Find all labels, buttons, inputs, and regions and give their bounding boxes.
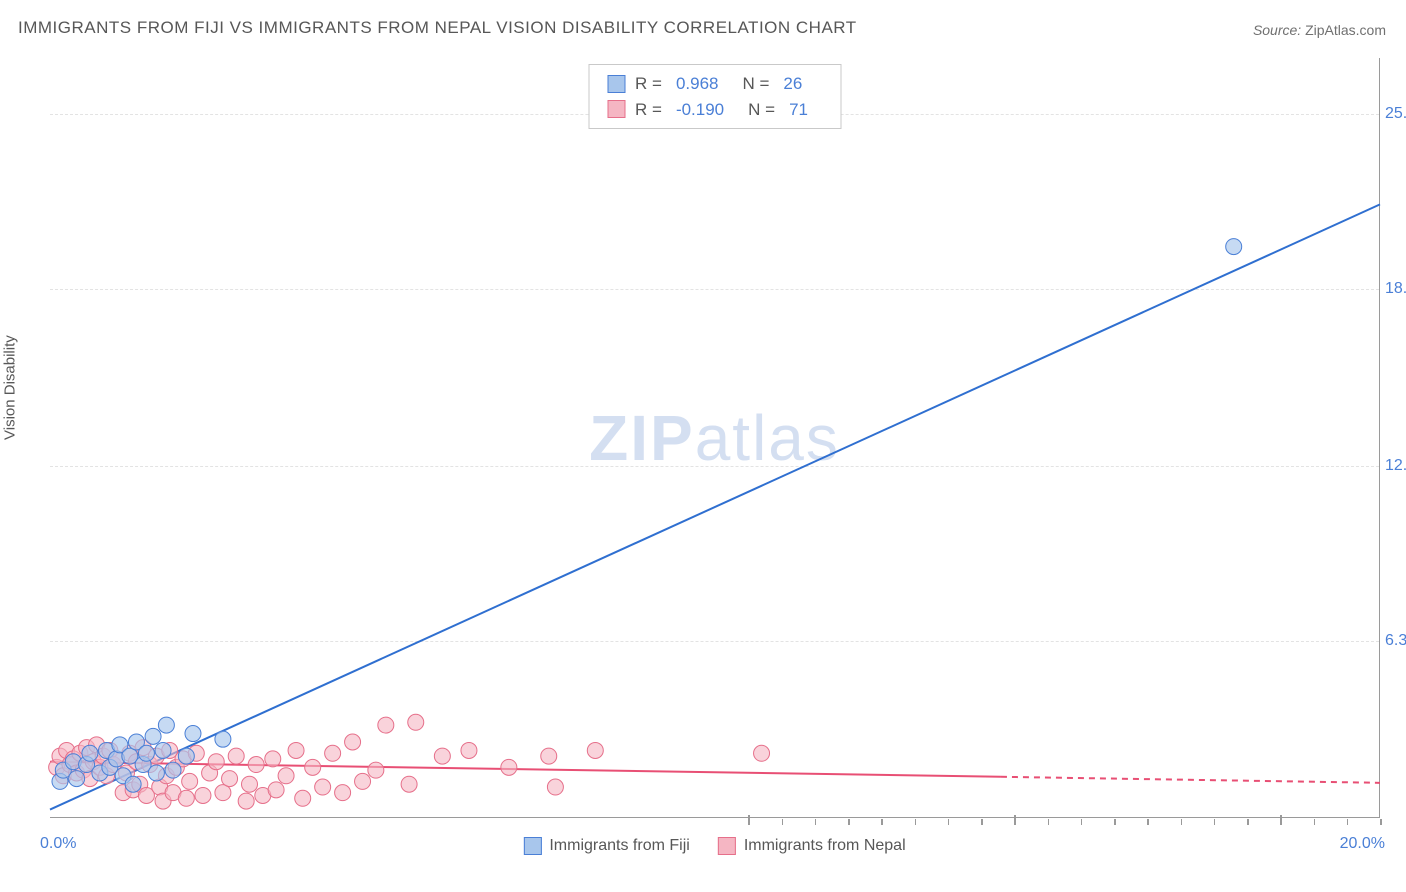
legend-item-nepal: Immigrants from Nepal	[718, 837, 906, 855]
chart-title: IMMIGRANTS FROM FIJI VS IMMIGRANTS FROM …	[18, 18, 857, 38]
point-nepal	[754, 745, 770, 761]
point-fiji	[148, 765, 164, 781]
legend-label-fiji: Immigrants from Fiji	[549, 837, 689, 855]
point-nepal	[228, 748, 244, 764]
point-fiji	[215, 731, 231, 747]
stat-r-label: R =	[635, 71, 662, 97]
point-fiji	[185, 726, 201, 742]
point-nepal	[501, 759, 517, 775]
stat-n-label: N =	[742, 71, 769, 97]
point-nepal	[305, 759, 321, 775]
stat-n-nepal: 71	[789, 97, 808, 123]
swatch-fiji	[607, 75, 625, 93]
stat-n-label: N =	[748, 97, 775, 123]
point-nepal	[182, 773, 198, 789]
point-nepal	[434, 748, 450, 764]
point-nepal	[408, 714, 424, 730]
point-fiji	[145, 728, 161, 744]
y-axis-label: Vision Disability	[2, 335, 19, 440]
point-fiji	[125, 776, 141, 792]
point-nepal	[178, 790, 194, 806]
point-nepal	[208, 754, 224, 770]
legend-item-fiji: Immigrants from Fiji	[523, 837, 689, 855]
point-nepal	[345, 734, 361, 750]
swatch-nepal-icon	[718, 837, 736, 855]
point-fiji	[1226, 239, 1242, 255]
series-legend: Immigrants from Fiji Immigrants from Nep…	[523, 837, 905, 855]
point-nepal	[242, 776, 258, 792]
point-nepal	[268, 782, 284, 798]
point-nepal	[335, 785, 351, 801]
point-nepal	[295, 790, 311, 806]
y-tick-label: 18.8%	[1385, 280, 1406, 298]
point-nepal	[401, 776, 417, 792]
source-label: Source:	[1253, 22, 1301, 38]
trendline-dashed-nepal	[1001, 777, 1380, 783]
point-nepal	[265, 751, 281, 767]
point-fiji	[69, 771, 85, 787]
point-nepal	[288, 742, 304, 758]
y-tick-label: 25.0%	[1385, 105, 1406, 123]
point-nepal	[541, 748, 557, 764]
stats-legend: R = 0.968 N = 26 R = -0.190 N = 71	[588, 64, 841, 129]
x-axis-max-label: 20.0%	[1340, 835, 1385, 853]
point-nepal	[248, 757, 264, 773]
swatch-nepal	[607, 100, 625, 118]
stat-r-label: R =	[635, 97, 662, 123]
x-axis-min-label: 0.0%	[40, 835, 76, 853]
stat-r-nepal: -0.190	[676, 97, 724, 123]
source-value: ZipAtlas.com	[1305, 22, 1386, 38]
point-nepal	[587, 742, 603, 758]
stats-row-fiji: R = 0.968 N = 26	[607, 71, 822, 97]
point-nepal	[461, 742, 477, 758]
point-fiji	[158, 717, 174, 733]
point-nepal	[315, 779, 331, 795]
stat-n-fiji: 26	[783, 71, 802, 97]
stats-row-nepal: R = -0.190 N = 71	[607, 97, 822, 123]
point-nepal	[222, 771, 238, 787]
point-fiji	[178, 748, 194, 764]
point-fiji	[165, 762, 181, 778]
source-attribution: Source: ZipAtlas.com	[1253, 22, 1386, 38]
point-fiji	[155, 742, 171, 758]
point-fiji	[138, 745, 154, 761]
point-nepal	[355, 773, 371, 789]
point-nepal	[238, 793, 254, 809]
point-fiji	[82, 745, 98, 761]
point-nepal	[215, 785, 231, 801]
plot-area: ZIPatlas 25.0%18.8%12.5%6.3% R = 0.968 N…	[50, 58, 1380, 818]
trendline-fiji	[50, 204, 1380, 809]
legend-label-nepal: Immigrants from Nepal	[744, 837, 906, 855]
y-tick-label: 12.5%	[1385, 457, 1406, 475]
point-nepal	[547, 779, 563, 795]
x-ticks	[50, 817, 1379, 825]
y-tick-label: 6.3%	[1385, 632, 1406, 650]
point-nepal	[378, 717, 394, 733]
swatch-fiji-icon	[523, 837, 541, 855]
point-nepal	[325, 745, 341, 761]
point-nepal	[195, 787, 211, 803]
chart-svg	[50, 58, 1379, 817]
stat-r-fiji: 0.968	[676, 71, 719, 97]
point-nepal	[278, 768, 294, 784]
point-nepal	[368, 762, 384, 778]
